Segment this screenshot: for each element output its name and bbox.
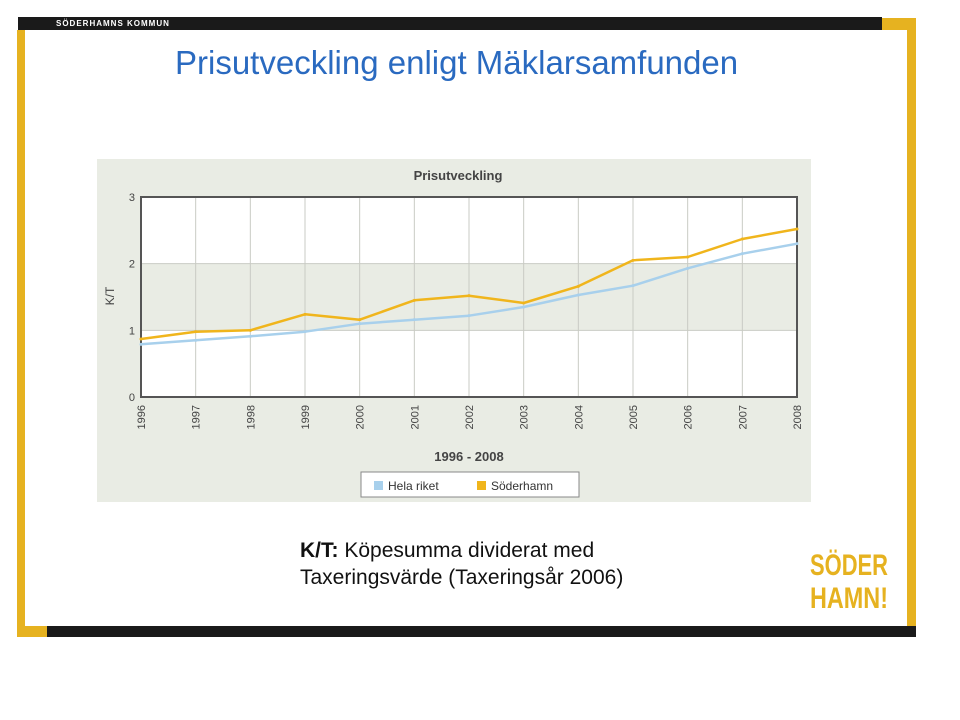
data-point-soderhamn (194, 330, 198, 334)
x-tick-label: 1998 (245, 405, 257, 429)
y-tick-label: 0 (129, 392, 135, 404)
caption-term: K/T: (300, 539, 339, 562)
x-tick-label: 2004 (573, 405, 585, 429)
data-point-soderhamn (139, 337, 143, 341)
data-point-soderhamn (412, 298, 416, 302)
frame-accent-right (907, 18, 916, 637)
y-tick-labels: 0 1 2 3 (129, 192, 135, 404)
caption-line-1: K/T: Köpesumma dividerat med (300, 537, 623, 564)
slide-title: Prisutveckling enligt Mäklarsamfunden (175, 44, 739, 81)
legend-swatch-soderhamn (477, 481, 486, 490)
y-tick-label: 2 (129, 259, 135, 271)
data-point-soderhamn (467, 294, 471, 298)
y-tick-label: 1 (129, 325, 135, 337)
frame-accent-left (17, 30, 25, 637)
data-point-soderhamn (522, 301, 526, 305)
data-point-hela-riket (686, 266, 690, 270)
data-point-soderhamn (740, 237, 744, 241)
x-tick-labels: 1996 1997 1998 1999 2000 2001 2002 2003 2004 2005… (136, 405, 804, 429)
x-tick-label: 2001 (409, 405, 421, 429)
data-point-hela-riket (248, 334, 252, 338)
caption: K/T: Köpesumma dividerat med Taxeringsvä… (300, 537, 623, 591)
header-bar: SÖDERHAMNS KOMMUN (18, 17, 882, 30)
x-tick-label: 2008 (792, 405, 804, 429)
data-point-hela-riket (303, 330, 307, 334)
x-tick-label: 1999 (300, 405, 312, 429)
footer-bar (46, 626, 916, 637)
plot-frame (140, 196, 798, 398)
x-tick-label: 2005 (628, 405, 640, 429)
y-tick-label: 3 (129, 192, 135, 204)
series-lines (139, 227, 799, 346)
data-point-soderhamn (686, 255, 690, 259)
data-point-hela-riket (795, 242, 799, 246)
data-point-hela-riket (412, 318, 416, 322)
y-axis-label: K/T (103, 286, 117, 305)
x-tick-label: 1997 (191, 405, 203, 429)
logo-line-1: SÖDER (810, 549, 888, 582)
data-point-hela-riket (631, 284, 635, 288)
legend-swatch-hela-riket (374, 481, 383, 490)
x-tick-label: 2003 (519, 405, 531, 429)
data-point-hela-riket (194, 338, 198, 342)
legend-box (360, 471, 580, 498)
data-point-soderhamn (248, 328, 252, 332)
data-point-soderhamn (631, 258, 635, 262)
soderhamn-logo: SÖDER HAMN! (810, 549, 888, 612)
x-tick-label: 2002 (464, 405, 476, 429)
data-point-hela-riket (467, 314, 471, 318)
x-tick-label: 1996 (136, 405, 148, 429)
data-point-soderhamn (576, 284, 580, 288)
x-tick-label: 2000 (355, 405, 367, 429)
legend: Hela riket Söderhamn (360, 471, 580, 498)
x-tick-label: 2007 (737, 405, 749, 429)
chart-title: Prisutveckling (414, 168, 503, 183)
data-point-soderhamn (358, 318, 362, 322)
x-tick-label: 2006 (683, 405, 695, 429)
x-axis-label: 1996 - 2008 (434, 449, 503, 464)
data-point-hela-riket (740, 252, 744, 256)
legend-label-hela-riket: Hela riket (388, 479, 439, 493)
org-label: SÖDERHAMNS KOMMUN (56, 19, 170, 28)
data-point-soderhamn (795, 227, 799, 231)
data-point-hela-riket (522, 305, 526, 309)
data-point-hela-riket (358, 322, 362, 326)
legend-label-soderhamn: Söderhamn (491, 479, 553, 493)
data-point-soderhamn (303, 312, 307, 316)
caption-text-1: Köpesumma dividerat med (338, 539, 595, 562)
data-point-hela-riket (139, 342, 143, 346)
frame-accent-bottom (17, 626, 47, 637)
logo-line-2: HAMN! (810, 582, 888, 612)
line-chart: 0 1 2 3 1996 1997 1998 1999 2000 2001 2002 2003 200… (97, 159, 811, 502)
data-point-hela-riket (576, 293, 580, 297)
caption-text-2: Taxeringsvärde (Taxeringsår 2006) (300, 566, 624, 589)
